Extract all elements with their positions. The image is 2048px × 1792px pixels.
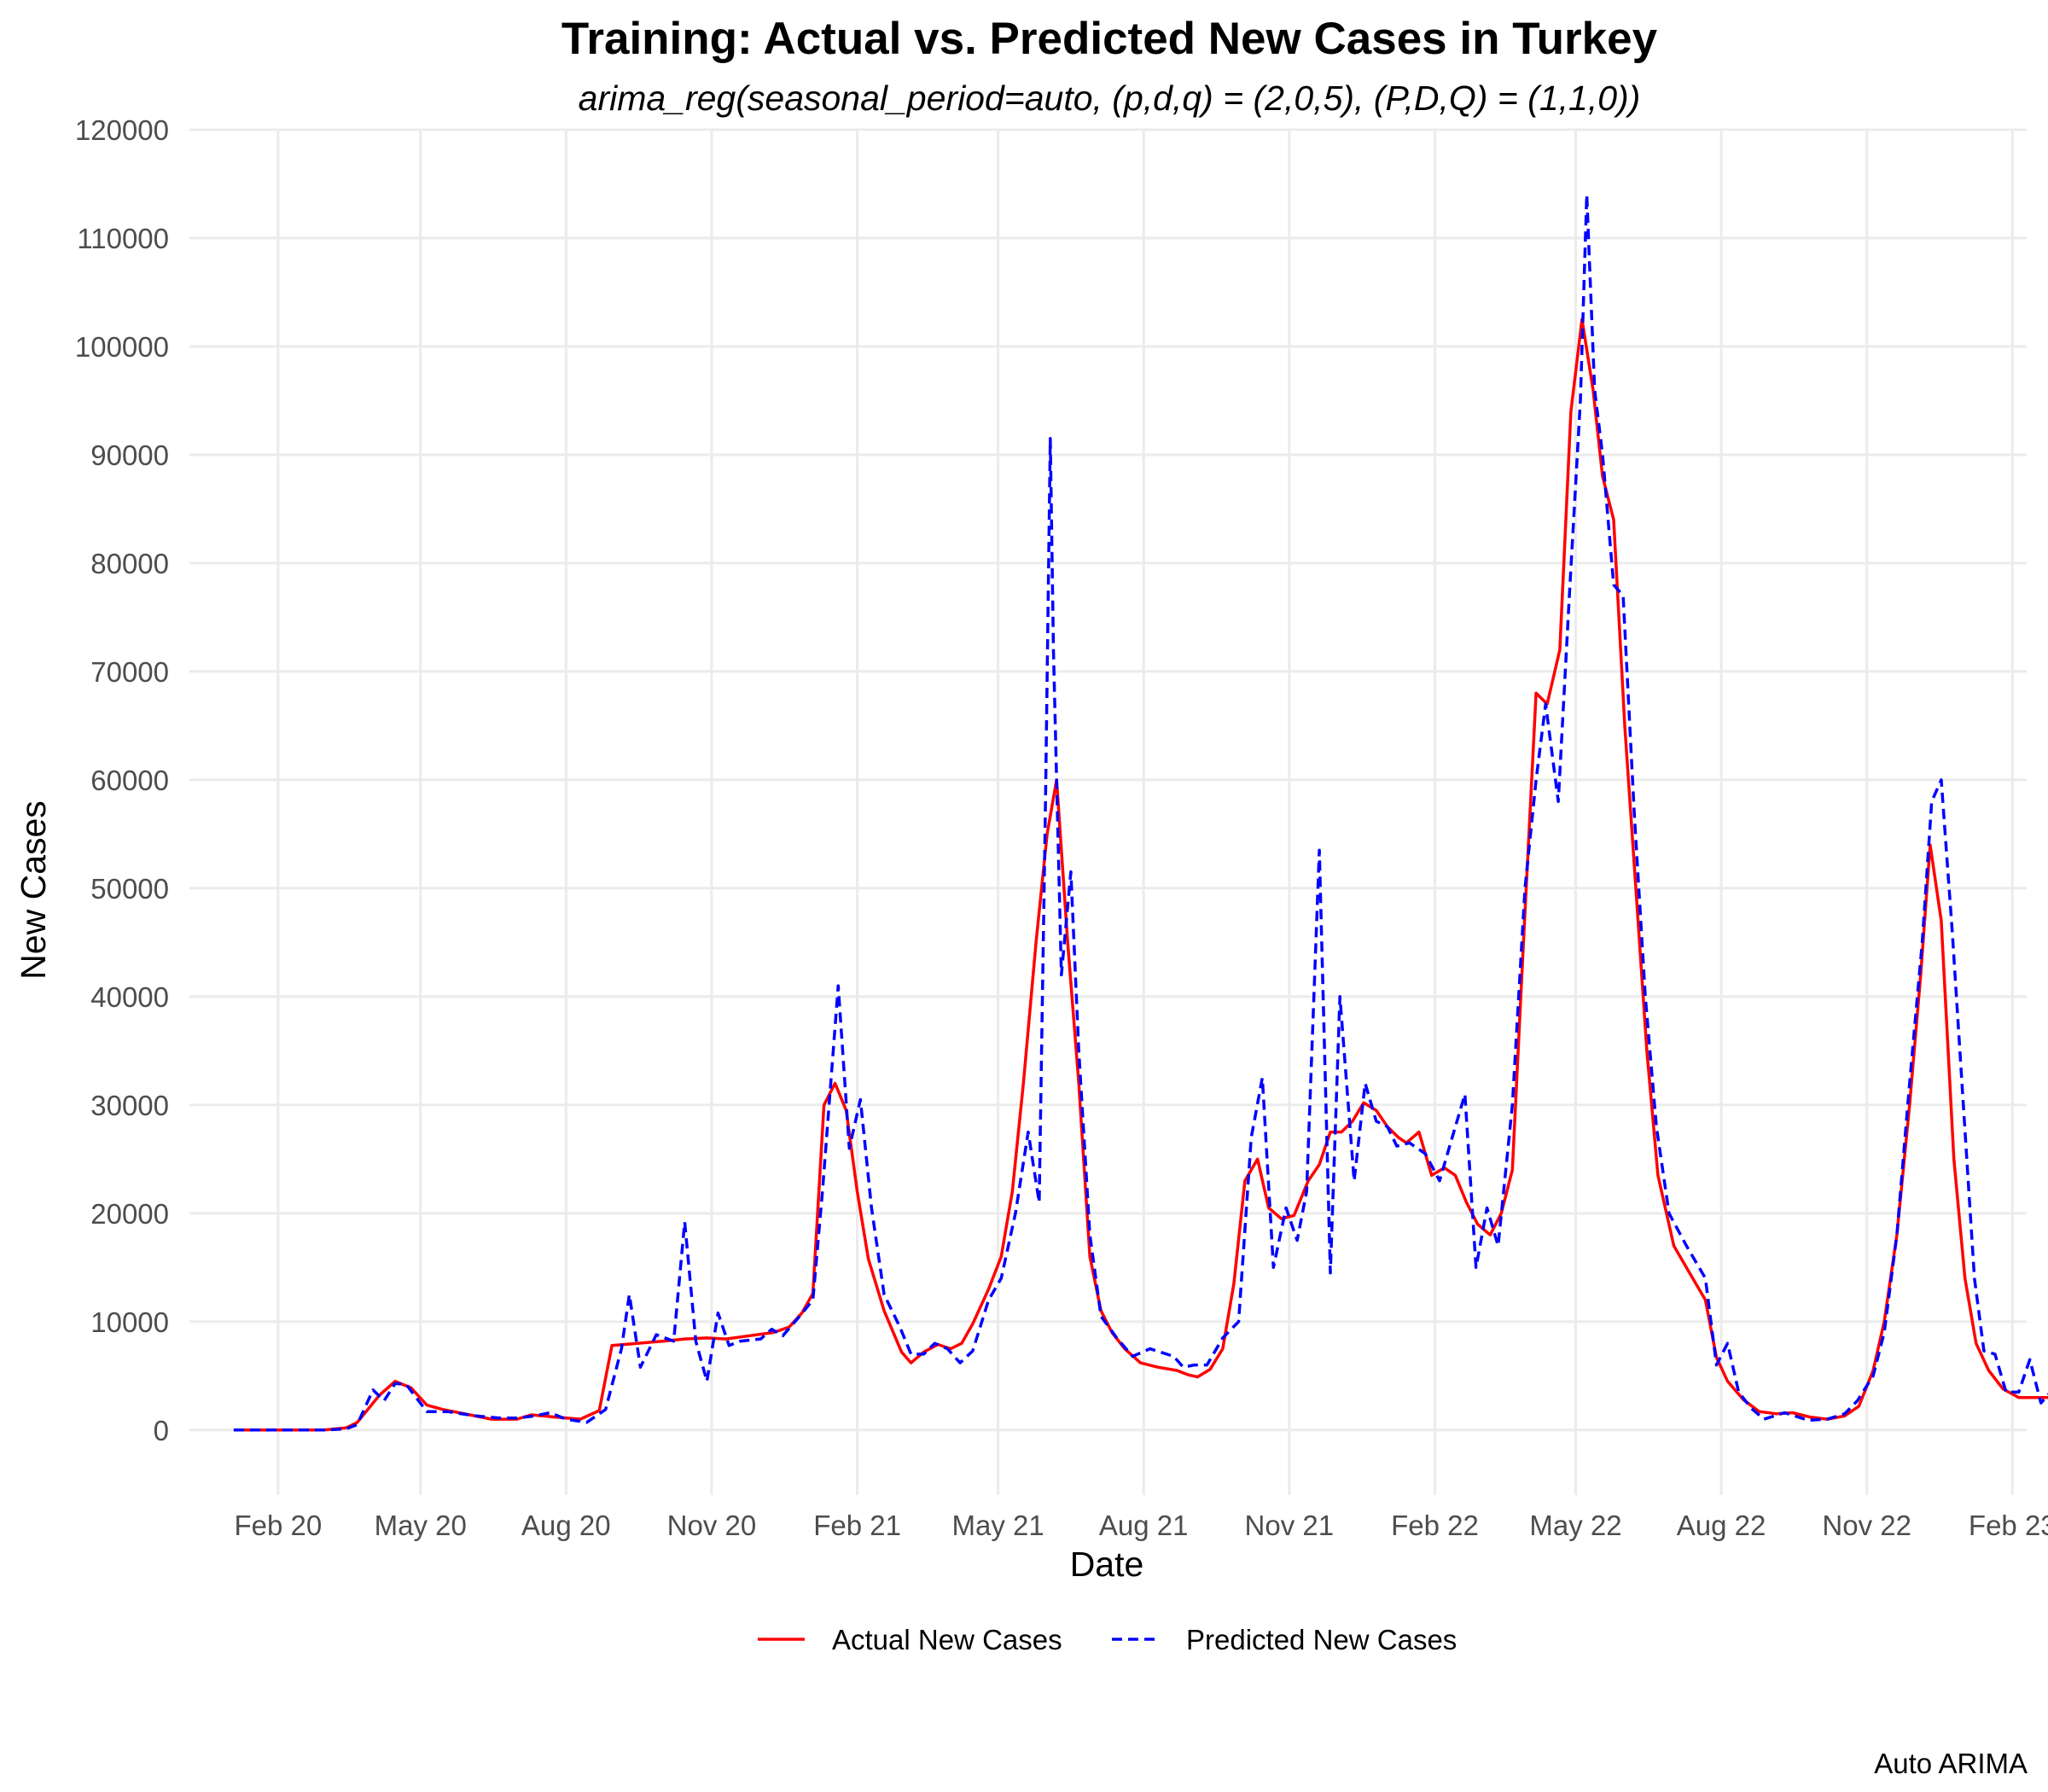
series-layer bbox=[233, 193, 2048, 1432]
y-tick-label: 0 bbox=[154, 1415, 169, 1446]
x-tick-label: Nov 21 bbox=[1245, 1510, 1335, 1541]
y-tick-label: 110000 bbox=[77, 223, 169, 254]
x-tick-label: Aug 21 bbox=[1099, 1510, 1189, 1541]
x-tick-label: Nov 22 bbox=[1822, 1510, 1911, 1541]
x-tick-label: Aug 22 bbox=[1677, 1510, 1766, 1541]
x-tick-label: Feb 21 bbox=[813, 1510, 901, 1541]
y-tick-label: 90000 bbox=[90, 439, 169, 471]
y-tick-label: 70000 bbox=[90, 656, 169, 688]
y-axis-title: New Cases bbox=[14, 800, 53, 980]
x-tick-label: Feb 23 bbox=[1969, 1510, 2048, 1541]
x-tick-label: May 22 bbox=[1529, 1510, 1621, 1541]
y-tick-label: 30000 bbox=[90, 1090, 169, 1121]
x-tick-label: May 21 bbox=[952, 1510, 1044, 1541]
x-tick-label: Nov 20 bbox=[667, 1510, 757, 1541]
y-tick-label: 50000 bbox=[90, 873, 169, 905]
x-axis-title: Date bbox=[1070, 1545, 1144, 1584]
legend-actual-label: Actual New Cases bbox=[832, 1624, 1062, 1655]
chart-title: Training: Actual vs. Predicted New Cases… bbox=[561, 14, 1658, 64]
caption: Auto ARIMA bbox=[1874, 1748, 2028, 1779]
legend-predicted-label: Predicted New Cases bbox=[1186, 1624, 1457, 1655]
legend: Actual New Cases Predicted New Cases bbox=[758, 1624, 1457, 1655]
x-tick-label: Aug 20 bbox=[521, 1510, 611, 1541]
y-tick-label: 120000 bbox=[75, 114, 169, 146]
x-tick-label: May 20 bbox=[375, 1510, 467, 1541]
x-tick-label: Feb 22 bbox=[1391, 1510, 1479, 1541]
y-tick-label: 20000 bbox=[90, 1198, 169, 1230]
x-axis-ticks: Feb 20 May 20 Aug 20 Nov 20 Feb 21 May 21 Aug … bbox=[234, 1510, 2048, 1541]
y-tick-label: 60000 bbox=[90, 765, 169, 796]
gridlines bbox=[189, 128, 2027, 1495]
x-tick-label: Feb 20 bbox=[234, 1510, 322, 1541]
predicted-series-line bbox=[233, 193, 2048, 1432]
y-tick-label: 100000 bbox=[75, 331, 169, 363]
y-tick-label: 40000 bbox=[90, 981, 169, 1013]
y-axis-ticks: 0 10000 20000 30000 40000 50000 60000 70000 8000… bbox=[75, 114, 169, 1446]
chart-subtitle: arima_reg(seasonal_period=auto, (p,d,q) … bbox=[578, 79, 1641, 118]
actual-series-line bbox=[233, 317, 2048, 1432]
y-tick-label: 10000 bbox=[90, 1306, 169, 1338]
y-tick-label: 80000 bbox=[90, 548, 169, 579]
